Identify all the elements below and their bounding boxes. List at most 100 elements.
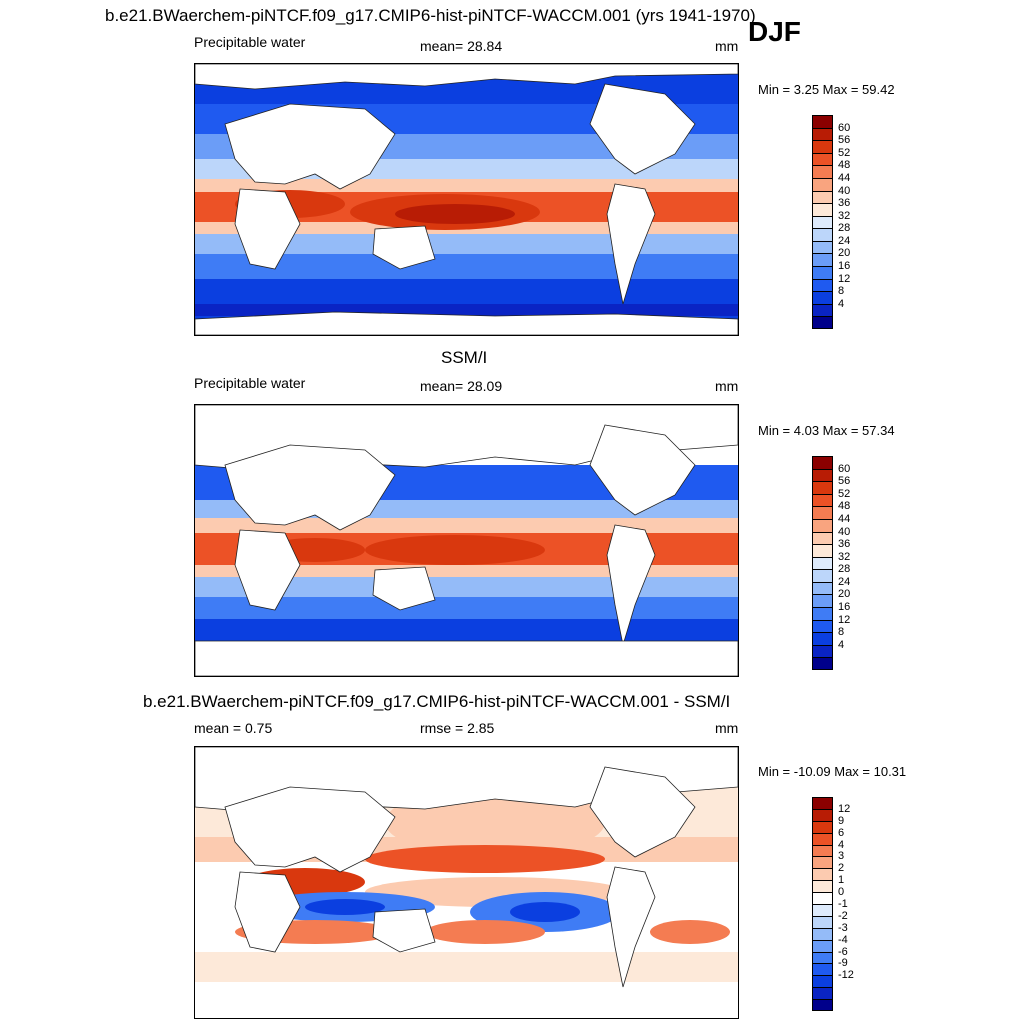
colorbar-tick-label: 20 (838, 588, 851, 601)
panel-obs-mean: mean= 28.09 (420, 378, 503, 394)
colorbar-tick-label: 56 (838, 134, 851, 147)
colorbar-tick-label: -6 (838, 945, 848, 958)
colorbar-swatch (812, 644, 833, 658)
colorbar-tick-label: 2 (838, 862, 845, 875)
colorbar-tick-label: 36 (838, 538, 851, 551)
colorbar-tick-label: 60 (838, 121, 851, 134)
colorbar-swatch (812, 951, 833, 964)
panel-model-mean: mean= 28.84 (420, 38, 503, 54)
panel-diff-minmax: Min = -10.09 Max = 10.31 (758, 764, 907, 779)
colorbar-swatch (812, 619, 833, 633)
colorbar-swatch (812, 278, 833, 292)
colorbar-swatch (812, 140, 833, 153)
colorbar-tick-label: 16 (838, 601, 851, 614)
panel-diff-rmse: rmse = 2.85 (420, 720, 495, 736)
panel-diff-units: mm (715, 720, 739, 736)
case-title: b.e21.BWaerchem-piNTCF.f09_g17.CMIP6-his… (105, 6, 756, 25)
colorbar-swatch (812, 868, 833, 881)
colorbar-tick-label: -4 (838, 933, 848, 946)
colorbar-frame (812, 797, 833, 1011)
panel-model-minmax: Min = 3.25 Max = 59.42 (758, 82, 895, 97)
colorbar-swatch (812, 152, 833, 166)
colorbar-swatch (812, 240, 833, 254)
colorbar-swatch (812, 506, 833, 519)
panel-obs-left-label: Precipitable water (194, 375, 306, 391)
colorbar-tick-label: 36 (838, 197, 851, 210)
colorbar-tick-label: 28 (838, 222, 851, 235)
colorbar-tick-label: 9 (838, 814, 845, 827)
panel-model-map (194, 63, 739, 336)
colorbar-tick-label: 48 (838, 159, 851, 172)
colorbar-swatch (812, 253, 833, 267)
model-field (195, 64, 738, 335)
colorbar-swatch (812, 904, 833, 916)
colorbar-tick-label: 44 (838, 512, 851, 525)
colorbar-swatch (812, 228, 833, 241)
colorbar-swatch (812, 177, 833, 191)
colorbar-swatch (812, 632, 833, 645)
colorbar-tick-label: 32 (838, 209, 851, 222)
panel-obs-map (194, 404, 739, 677)
panel-model-colorbar: 60 56 52 48 44 40 36 32 28 24 20 16 12 8 4 (812, 115, 872, 329)
colorbar-swatch (812, 975, 833, 988)
colorbar-tick-label: 0 (838, 886, 845, 899)
colorbar-tick-label: 52 (838, 146, 851, 159)
colorbar-swatch (812, 531, 833, 545)
panel-obs-units: mm (715, 378, 739, 394)
colorbar-tick-label: -1 (838, 898, 848, 910)
colorbar-tick-label: -12 (838, 969, 854, 982)
colorbar-swatch (812, 892, 833, 904)
panel-model-left-label: Precipitable water (194, 34, 306, 50)
colorbar-tick-label: 40 (838, 525, 851, 538)
colorbar-swatch (812, 820, 833, 833)
colorbar-tick-label: 4 (838, 638, 845, 651)
colorbar-swatch (812, 266, 833, 279)
colorbar-tick-label: 32 (838, 550, 851, 563)
colorbar-tick-label: 52 (838, 487, 851, 500)
colorbar-swatch (812, 215, 833, 229)
colorbar-swatch (812, 127, 833, 141)
colorbar-swatch (812, 880, 833, 893)
colorbar-tick-label: 6 (838, 826, 845, 839)
colorbar-tick-label: 3 (838, 850, 845, 863)
diff-field (195, 747, 738, 1018)
colorbar-swatch (812, 987, 833, 1000)
colorbar-tick-label: -2 (838, 909, 848, 922)
colorbar-swatch (812, 963, 833, 976)
colorbar-swatch (812, 581, 833, 595)
colorbar-swatch (812, 203, 833, 216)
colorbar-tick-label: 12 (838, 272, 851, 285)
panel-obs-minmax: Min = 4.03 Max = 57.34 (758, 423, 895, 438)
panel-diff-mean: mean = 0.75 (194, 720, 273, 736)
colorbar-swatch (812, 316, 833, 329)
colorbar-swatch (812, 808, 833, 821)
panel-model-units: mm (715, 38, 739, 54)
colorbar-tick-label: 8 (838, 285, 845, 298)
colorbar-swatch (812, 594, 833, 608)
colorbar-swatch (812, 556, 833, 570)
colorbar-swatch (812, 190, 833, 204)
colorbar-swatch (812, 165, 833, 178)
colorbar-tick-label: 24 (838, 234, 851, 247)
panel-diff-colorbar: 12 9 6 4 3 2 1 0 -1 -2 -3 -4 -6 -9 -12 (812, 797, 872, 1011)
colorbar-tick-label: 16 (838, 260, 851, 273)
colorbar-swatch (812, 493, 833, 507)
colorbar-swatch (812, 939, 833, 952)
colorbar-swatch (812, 518, 833, 532)
panel-diff-title: b.e21.BWaerchem-piNTCF.f09_g17.CMIP6-his… (143, 692, 731, 711)
panel-obs-colorbar: 60 56 52 48 44 40 36 32 28 24 20 16 12 8 4 (812, 456, 872, 670)
colorbar-swatch (812, 832, 833, 845)
colorbar-tick-label: 24 (838, 575, 851, 588)
colorbar-tick-label: 12 (838, 613, 851, 626)
colorbar-swatch (812, 927, 833, 940)
colorbar-swatch (812, 844, 833, 857)
colorbar-swatch (812, 856, 833, 869)
colorbar-swatch (812, 999, 833, 1011)
colorbar-swatch (812, 481, 833, 494)
colorbar-tick-label: 60 (838, 462, 851, 475)
season-label: DJF (748, 16, 801, 47)
colorbar-swatch (812, 291, 833, 304)
colorbar-frame (812, 456, 833, 670)
colorbar-tick-label: 8 (838, 626, 845, 639)
colorbar-tick-label: 4 (838, 297, 845, 310)
